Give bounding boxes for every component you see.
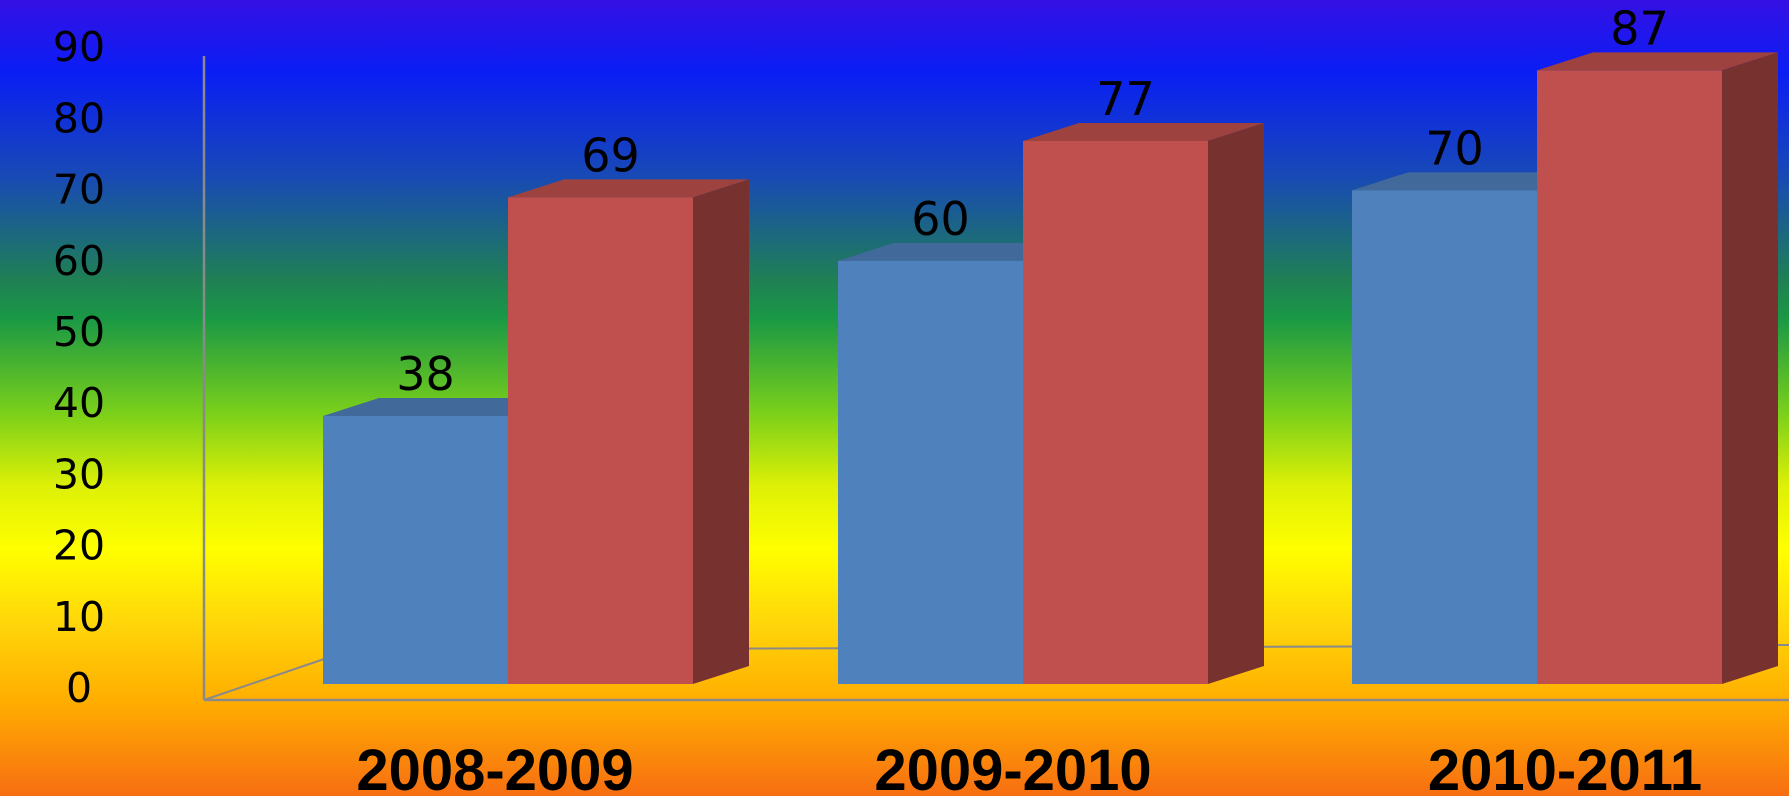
y-tick-label: 80 [53,94,105,142]
bar-top-face [838,242,1079,261]
y-tick-label: 70 [53,166,105,214]
bar-top-face [1352,172,1593,191]
bar-top-face [508,179,749,198]
bar-side-face [1208,122,1264,684]
bar-front-face [838,260,1023,684]
bar-data-label: 77 [1096,72,1155,126]
bar-side-face [693,179,749,685]
x-tick-label: 2009-2010 [874,738,1151,796]
bar-data-label: 70 [1425,121,1484,175]
y-tick-label: 20 [53,522,105,570]
bar-data-label: 60 [911,192,970,246]
bar-front-face [323,416,508,684]
bar: 60 [838,192,1079,684]
bar: 77 [1023,72,1264,684]
bar-top-face [1537,52,1778,71]
x-tick-label: 2010-2011 [1428,738,1702,796]
y-tick-label: 0 [66,664,92,712]
bar-top-face [323,398,564,417]
floor-side-line [203,656,331,701]
bar-marks: 38 69 60 77 70 87 [323,1,1778,685]
bar-front-face [508,197,693,685]
bar-data-label: 38 [396,347,455,401]
y-tick-label: 10 [53,593,105,641]
bar-front-face [1352,190,1537,684]
y-tick-label: 40 [53,379,105,427]
bar: 87 [1537,1,1778,684]
bar: 69 [508,128,749,685]
y-tick-label: 50 [53,308,105,356]
bar: 70 [1352,121,1593,684]
bar: 38 [323,347,564,684]
y-axis-tick-labels: 0 10 20 30 40 50 60 70 80 90 [53,23,105,712]
y-tick-label: 30 [53,450,105,498]
bar-side-face [1722,52,1778,684]
y-tick-label: 60 [53,237,105,285]
bar-top-face [1023,122,1264,141]
y-tick-label: 90 [53,23,105,71]
bar-front-face [1023,140,1208,684]
bar-data-label: 69 [581,128,640,182]
bar-data-label: 87 [1610,1,1669,55]
x-axis-tick-labels: 2008-2009 2009-2010 2010-2011 [356,738,1702,796]
bar-front-face [1537,70,1722,684]
x-tick-label: 2008-2009 [356,738,633,796]
